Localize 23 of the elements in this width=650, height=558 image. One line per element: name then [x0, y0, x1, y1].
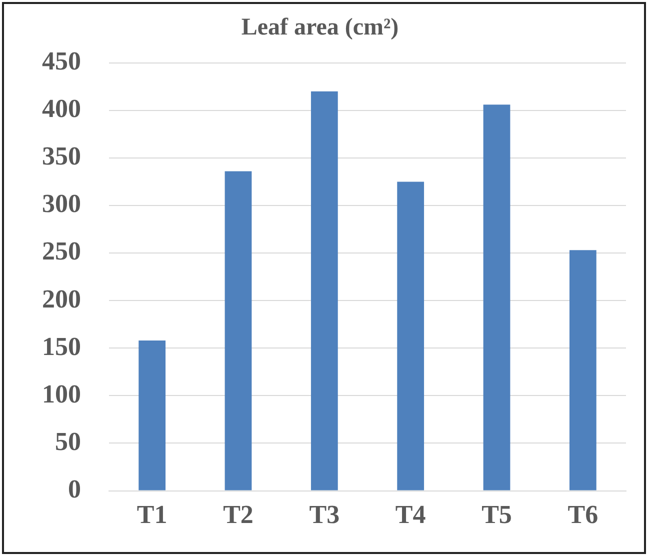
y-tick-label: 300 — [42, 189, 81, 218]
bar — [224, 171, 252, 490]
x-tick-label: T6 — [568, 500, 598, 530]
y-tick-label: 250 — [42, 236, 81, 266]
x-tick-label: T2 — [223, 500, 254, 530]
bar — [310, 91, 338, 490]
bar — [483, 104, 510, 490]
y-tick-label: 400 — [42, 94, 81, 124]
x-tick-label: T1 — [136, 500, 168, 530]
x-tick-label: T4 — [395, 500, 426, 530]
x-tick-label: T5 — [482, 500, 512, 530]
chart-title: Leaf area (cm²) — [241, 14, 399, 41]
y-tick-label: 200 — [42, 284, 81, 314]
y-tick-label: 450 — [42, 46, 81, 76]
y-tick-label: 100 — [42, 379, 81, 408]
y-tick-label: 350 — [42, 142, 81, 171]
y-tick-label: 0 — [68, 474, 81, 504]
bar — [397, 182, 424, 490]
y-tick-label: 150 — [42, 332, 81, 361]
x-tick-label: T3 — [309, 500, 340, 530]
bar — [569, 250, 596, 490]
bar — [138, 340, 166, 490]
y-tick-label: 50 — [55, 426, 81, 456]
